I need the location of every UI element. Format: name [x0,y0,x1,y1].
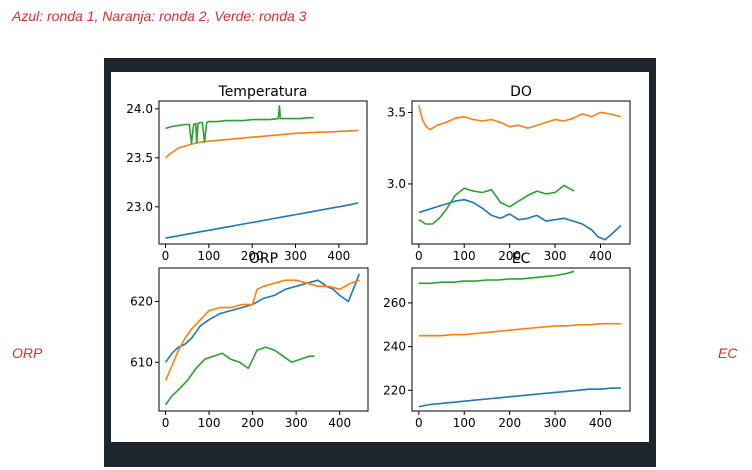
temperatura-xtick-label: 200 [241,249,264,263]
temperatura-series-green [165,105,314,144]
chart-ec: 0 100 200 300 400 220 240 260 EC [383,251,631,430]
temperatura-title: Temperatura [218,84,308,100]
side-label-orp: ORP [12,345,43,361]
temperatura-series-orange [164,129,359,159]
do-xtick-label: 300 [544,249,567,263]
ec-series-green [418,270,575,285]
do-xtick-label: 100 [453,249,476,263]
ec-series-orange [418,322,621,337]
temperatura-series-blue [165,202,359,239]
ec-xtick-label: 0 [415,416,423,430]
orp-xtick-label: 0 [162,416,170,430]
charts-svg: 0 100 200 300 400 23.0 23.5 24.0 Temperatura 0 100… [126,84,631,430]
temperatura-ytick-label: 24.0 [126,102,153,116]
orp-xtick-label: 400 [328,416,351,430]
orp-xtick-label: 100 [198,416,221,430]
do-series-blue [418,198,622,241]
ec-ytick-label: 220 [383,383,406,397]
orp-series-blue [164,273,361,363]
orp-xtick-label: 300 [285,416,308,430]
temperatura-ytick-label: 23.5 [126,151,153,165]
orp-title: ORP [249,251,278,267]
chart-orp: 0 100 200 300 400 610 620 ORP [130,251,369,430]
ec-title: EC [512,251,531,267]
temperatura-xtick-label: 400 [327,249,350,263]
do-ytick-label: 3.5 [387,105,406,119]
chart-temperatura: 0 100 200 300 400 23.0 23.5 24.0 Temperatura [126,84,368,263]
do-ytick-label: 3.0 [387,177,406,191]
side-label-ec: EC [718,345,738,361]
orp-ytick-label: 620 [130,294,153,308]
orp-ytick-label: 610 [130,355,153,369]
do-xtick-label: 0 [415,249,423,263]
do-series-green [418,184,575,225]
temperatura-ytick-label: 23.0 [126,200,153,214]
temperatura-xtick-label: 0 [162,249,170,263]
orp-series-orange [164,279,360,381]
ec-axes-frame [411,267,631,412]
ec-ytick-label: 260 [383,296,406,310]
orp-series-green [164,346,315,406]
do-series-orange [418,105,622,131]
do-title: DO [510,84,532,100]
figure-canvas: 0 100 200 300 400 23.0 23.5 24.0 Temperatura 0 100… [111,72,649,442]
orp-xtick-label: 200 [241,416,264,430]
temperatura-axes-frame [158,100,368,245]
do-xtick-label: 400 [589,249,612,263]
ec-xtick-label: 300 [544,416,567,430]
ec-ytick-label: 240 [383,340,406,354]
ec-xtick-label: 200 [498,416,521,430]
temperatura-xtick-label: 100 [197,249,220,263]
do-xtick-label: 200 [498,249,521,263]
ec-xtick-label: 400 [589,416,612,430]
ec-series-blue [418,387,621,408]
legend-caption: Azul: ronda 1, Naranja: ronda 2, Verde: … [12,8,307,24]
orp-axes-frame [158,267,369,412]
ec-xtick-label: 100 [453,416,476,430]
temperatura-xtick-label: 300 [284,249,307,263]
do-axes-frame [411,100,631,245]
chart-do: 0 100 200 300 400 3.0 3.5 DO [387,84,631,263]
